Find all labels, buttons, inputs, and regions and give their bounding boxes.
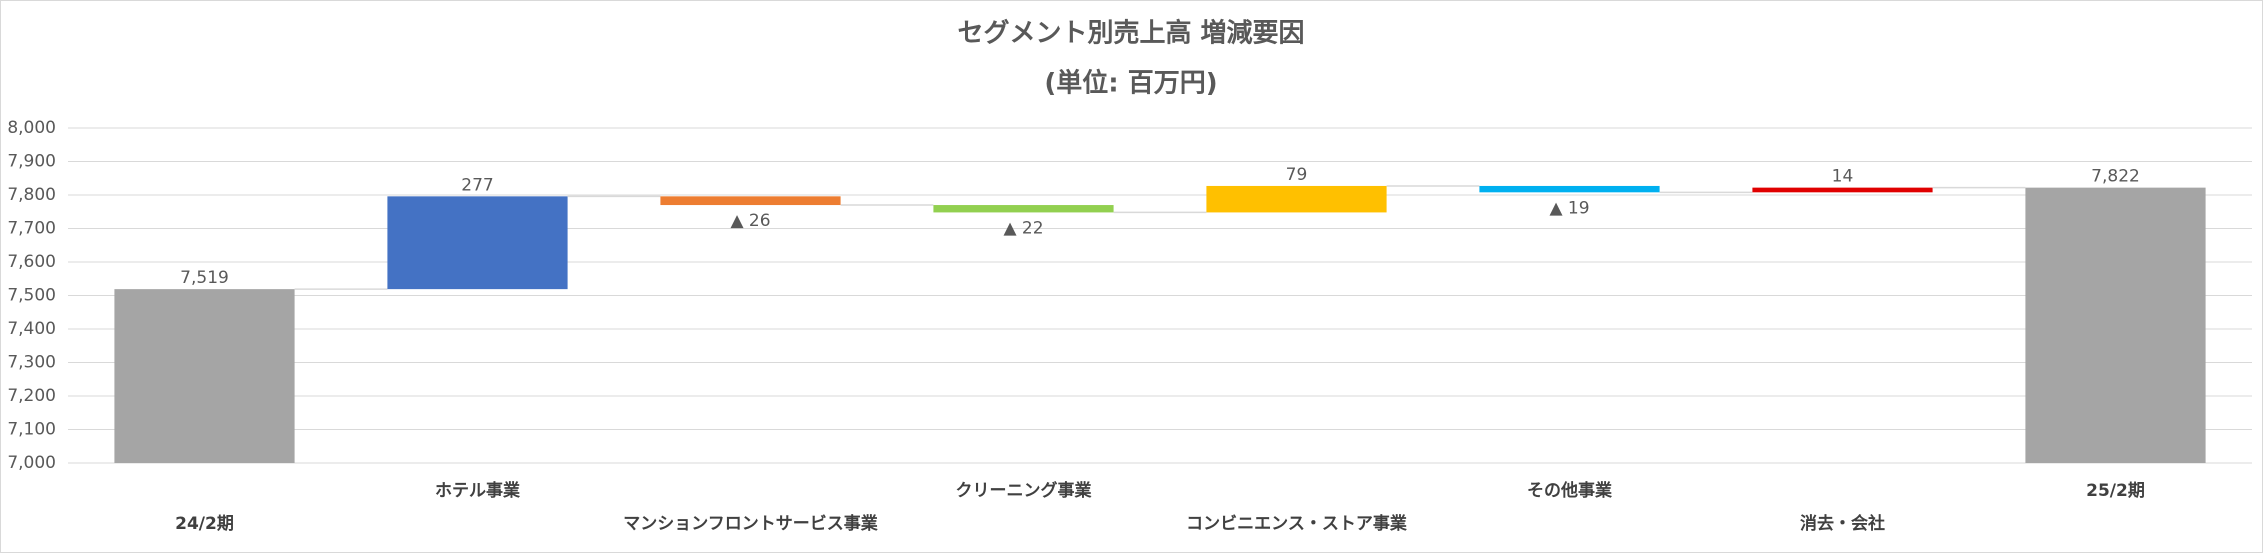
chart-subtitle: (単位: 百万円) — [1044, 68, 1217, 99]
bar — [1206, 185, 1387, 213]
bar — [933, 205, 1114, 213]
data-label: ▲ 22 — [1003, 218, 1043, 238]
y-tick-label: 7,700 — [7, 219, 56, 239]
x-tick-label: クリーニング事業 — [956, 480, 1092, 501]
bar — [1479, 185, 1660, 193]
data-label: 79 — [1286, 165, 1308, 185]
y-tick-label: 7,500 — [7, 286, 56, 306]
data-label: 7,822 — [2091, 167, 2140, 187]
x-tick-label: コンビニエンス・ストア事業 — [1186, 513, 1407, 534]
x-tick-label: 25/2期 — [2086, 481, 2145, 501]
x-tick-label: 消去・会社 — [1800, 513, 1885, 534]
y-tick-label: 7,200 — [7, 386, 56, 406]
bar — [2025, 187, 2206, 463]
bar — [1752, 187, 1933, 193]
y-tick-label: 8,000 — [7, 118, 56, 138]
bar — [387, 196, 568, 290]
x-tick-label: その他事業 — [1527, 480, 1612, 501]
x-tick-label: 24/2期 — [175, 514, 234, 534]
y-tick-label: 7,600 — [7, 252, 56, 272]
y-tick-label: 7,400 — [7, 319, 56, 339]
data-label: ▲ 26 — [730, 211, 770, 231]
data-label: ▲ 19 — [1549, 198, 1589, 218]
data-label: 7,519 — [180, 268, 229, 288]
x-tick-label: マンションフロントサービス事業 — [623, 513, 878, 534]
y-tick-label: 7,000 — [7, 453, 56, 473]
x-tick-label: ホテル事業 — [435, 480, 520, 501]
bar — [660, 196, 841, 206]
y-tick-label: 7,100 — [7, 420, 56, 440]
y-tick-label: 7,300 — [7, 353, 56, 373]
chart-title: セグメント別売上高 増減要因 — [957, 18, 1304, 49]
y-tick-label: 7,900 — [7, 152, 56, 172]
y-tick-label: 7,800 — [7, 185, 56, 205]
data-label: 277 — [461, 175, 493, 195]
data-label: 14 — [1832, 167, 1854, 187]
bar — [114, 289, 295, 463]
